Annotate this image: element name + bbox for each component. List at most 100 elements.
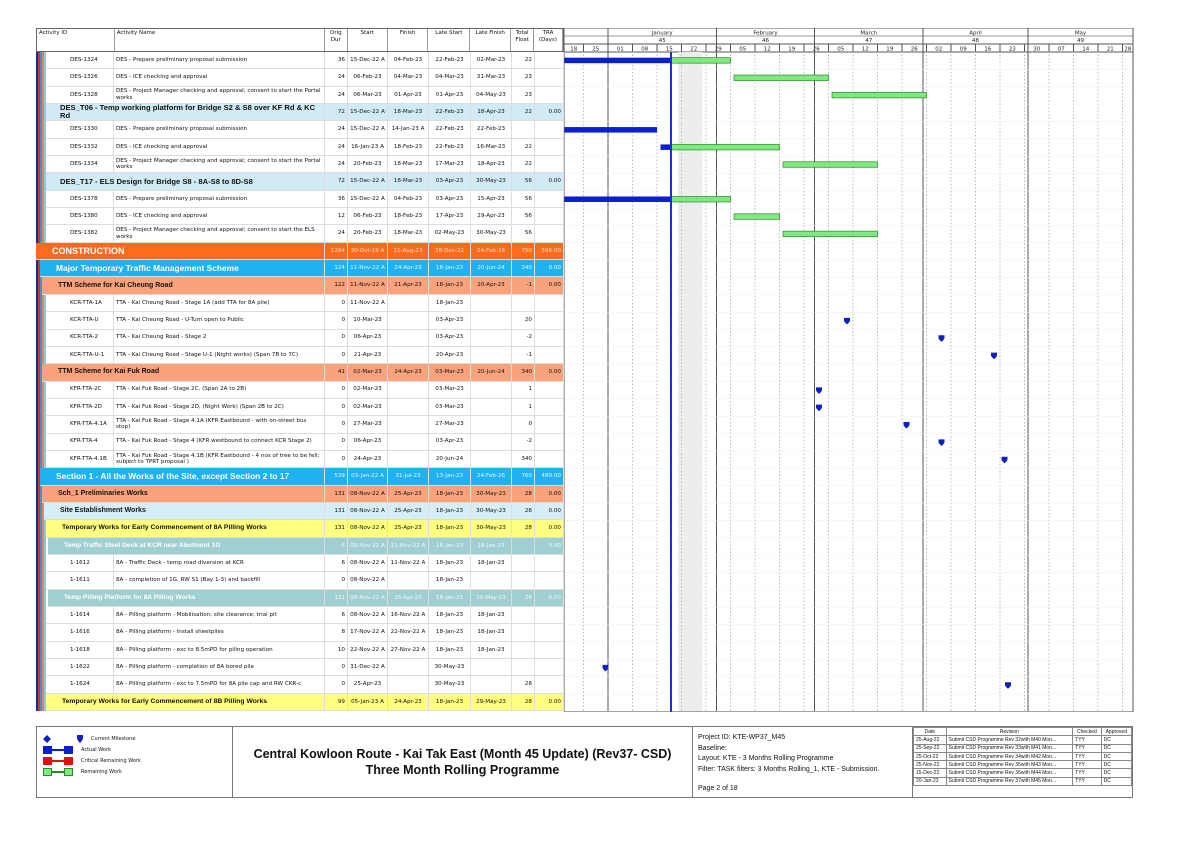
- wbs-row[interactable]: 72 15-Dec-22 A 18-Mar-23 03-Apr-23 30-May-23…: [46, 173, 564, 191]
- cell-dur: 24: [325, 86, 348, 104]
- milestone-icon: [602, 664, 609, 672]
- col-total-float[interactable]: Total Float: [511, 29, 535, 51]
- cell-finish: [388, 381, 429, 398]
- table-row[interactable]: KCR-TTA-U-1 TTA - Kai Cheung Road - Stage…: [46, 346, 564, 365]
- cell-lf: 22-Feb-23: [471, 121, 512, 138]
- title-line-1: Central Kowloon Route - Kai Tak East (Mo…: [253, 747, 672, 761]
- table-row[interactable]: DES-1328 DES - Project Manager checking a…: [46, 86, 564, 105]
- table-row[interactable]: DES-1332 DES - ICE checking and approval 2…: [46, 138, 564, 157]
- table-row[interactable]: 1-1624 8A - Pilling platform - exc to 7.5…: [46, 676, 564, 694]
- table-row[interactable]: KFR-TTA-2D TTA - Kai Fuk Road - Stage 2D,…: [46, 398, 564, 417]
- table-row[interactable]: DES-1380 DES - ICE checking and approval 1…: [46, 208, 564, 226]
- cell-tf: [512, 554, 535, 572]
- wbs-row[interactable]: 131 08-Nov-22 A 25-Apr-23 18-Jan-23 30-May-2…: [46, 520, 564, 538]
- col-late-start[interactable]: Late Start: [428, 29, 471, 51]
- wbs-row[interactable]: 1264 30-Oct-19 A 11-Aug-23 28-Dec-22 24-Feb-…: [36, 242, 564, 261]
- table-row[interactable]: 1-1618 8A - Pilling platform - exc to 8.5…: [46, 641, 564, 660]
- cell-tf: [512, 641, 535, 659]
- revision-cell: DC: [1100, 776, 1133, 787]
- cell-lf: 24-Feb-26: [471, 242, 512, 260]
- table-row[interactable]: 1-1612 8A - Traffic Deck - temp road dive…: [46, 554, 564, 573]
- cell-finish: [388, 312, 429, 329]
- milestone-icon: [816, 387, 822, 394]
- col-orig-dur[interactable]: Orig Dur: [325, 29, 348, 51]
- project-info: Project ID: KTE-WP37_M45 Baseline: Layou…: [693, 727, 913, 797]
- col-tra-days[interactable]: TRA (Days): [534, 29, 563, 51]
- table-row[interactable]: 1-1611 8A - completion of 1G, RW S1 (Bay …: [46, 572, 564, 590]
- cell-name: TTA - Kai Cheung Road - U-Turn open to P…: [114, 312, 325, 329]
- wbs-row[interactable]: 99 05-Jan-23 A 24-Apr-23 18-Jan-23 29-May-23…: [46, 693, 564, 712]
- revision-cell: 15-Dec-22: [913, 768, 947, 778]
- week-label: 09: [960, 47, 967, 53]
- wbs-row[interactable]: 6 08-Nov-22 A 11-Nov-22 A 18-Jan-23 18-Jan-2…: [48, 537, 564, 555]
- milestone-icon: [991, 352, 997, 360]
- table-row[interactable]: DES-1334 DES - Project Manager checking a…: [46, 156, 564, 174]
- cell-tf: 1: [512, 381, 535, 398]
- table-row[interactable]: KFR-TTA-2C TTA - Kai Fuk Road - Stage 2C,…: [46, 381, 564, 399]
- wbs-row[interactable]: 131 08-Nov-22 A 25-Apr-23 18-Jan-23 30-May-2…: [48, 589, 564, 607]
- revision-cell: 25-Oct-22: [913, 751, 947, 762]
- col-late-finish[interactable]: Late Finish: [470, 29, 512, 51]
- wbs-row[interactable]: 72 15-Dec-22 A 18-Mar-23 22-Feb-23 18-Apr-23…: [46, 104, 564, 122]
- col-start[interactable]: Start: [348, 29, 388, 51]
- wbs-row[interactable]: 41 02-Mar-23 24-Apr-23 03-Mar-23 20-Jun-24 34…: [42, 364, 564, 382]
- cell-dur: 24: [325, 138, 348, 156]
- wbs-row[interactable]: 131 08-Nov-22 A 25-Apr-23 18-Jan-23 30-May-2…: [44, 502, 564, 521]
- col-activity-id[interactable]: Activity ID: [37, 29, 115, 51]
- wbs-row[interactable]: 124 11-Nov-22 A 24-Apr-23 18-Jan-23 20-Jun-2…: [40, 260, 564, 278]
- cell-finish: 04-Mar-23: [388, 69, 429, 86]
- table-row[interactable]: DES-1330 DES - Prepare preliminary propos…: [46, 121, 564, 139]
- revision-cell: 20-Jan-23: [913, 776, 947, 787]
- cell-tra: [535, 450, 564, 468]
- table-row[interactable]: DES-1326 DES - ICE checking and approval 2…: [46, 69, 564, 87]
- cell-start: 25-Apr-23: [348, 676, 388, 693]
- cell-tf: -1: [512, 346, 535, 364]
- remaining-bar: [670, 144, 780, 151]
- table-row[interactable]: DES-1378 DES - Prepare preliminary propos…: [46, 190, 564, 209]
- table-row[interactable]: DES-1382 DES - Project Manager checking a…: [46, 225, 564, 243]
- cell-dur: 124: [325, 260, 348, 277]
- remaining-work-icon: [43, 767, 73, 776]
- table-row[interactable]: KCR-TTA-1A TTA - Kai Cheung Road - Stage …: [46, 294, 564, 313]
- table-row[interactable]: 1-1622 8A - Pilling platform - completion…: [46, 659, 564, 677]
- cell-finish: 04-Feb-23: [388, 52, 429, 69]
- cell-ls: 28-Dec-22: [429, 242, 471, 260]
- table-row[interactable]: 1-1616 8A - Pilling platform - Install sh…: [46, 624, 564, 642]
- cell-name: [114, 242, 325, 260]
- legend-label: Critical Remaining Work: [81, 757, 141, 764]
- cell-name: TTA - Kai Fuk Road - Stage 2D, (Night Wo…: [114, 398, 325, 416]
- cell-finish: 14-Jan-23 A: [388, 121, 429, 138]
- footer: Current Milestone Actual Work Critical R…: [36, 726, 1133, 798]
- month-number: 46: [762, 38, 769, 44]
- table-row[interactable]: 1-1614 8A - Pilling platform - Mobilisati…: [46, 607, 564, 625]
- critical-work-icon: [43, 756, 73, 765]
- cell-finish: 24-Apr-23: [388, 693, 429, 711]
- table-row[interactable]: KCR-TTA-2 TTA - Kai Cheung Road - Stage 2…: [46, 329, 564, 347]
- wbs-row[interactable]: 131 08-Nov-22 A 25-Apr-23 18-Jan-23 30-May-2…: [42, 485, 564, 503]
- cell-finish: 25-Apr-23: [388, 502, 429, 520]
- table-row[interactable]: KFR-TTA-4 TTA - Kai Fuk Road - Stage 4 (K…: [46, 433, 564, 451]
- cell-ls: 04-Mar-23: [429, 69, 471, 86]
- table-row[interactable]: KFR-TTA-4.1A TTA - Kai Fuk Road - Stage 4…: [46, 416, 564, 434]
- wbs-row[interactable]: 122 11-Nov-22 A 21-Apr-23 18-Jan-23 20-Apr-2…: [42, 277, 564, 295]
- cell-lf: 31-Mar-23: [471, 69, 512, 86]
- week-label: 19: [886, 47, 893, 53]
- table-row[interactable]: DES-1324 DES - Prepare preliminary propos…: [46, 52, 564, 70]
- cell-tf: -2: [512, 433, 535, 450]
- cell-ls: 22-Feb-23: [429, 121, 471, 138]
- col-finish[interactable]: Finish: [388, 29, 429, 51]
- col-activity-name[interactable]: Activity Name: [115, 29, 325, 51]
- table-row[interactable]: KFR-TTA-4.1B TTA - Kai Fuk Road - Stage 4…: [46, 450, 564, 469]
- cell-finish: [388, 346, 429, 364]
- cell-finish: 18-Feb-23: [388, 208, 429, 225]
- cell-dur: 72: [325, 173, 348, 190]
- table-row[interactable]: KCR-TTA-U TTA - Kai Cheung Road - U-Turn …: [46, 312, 564, 330]
- wbs-row[interactable]: 539 03-Jan-22 A 31-Jul-23 13-Jan-23 24-Feb-2…: [40, 468, 564, 486]
- revision-cell: Submit CSD Programme Rev 37with M45 Mon.…: [945, 776, 1074, 787]
- cell-ls: 18-Jan-23: [429, 520, 471, 537]
- cell-id: DES-1334: [46, 156, 114, 173]
- cell-tf: -1: [512, 277, 535, 294]
- cell-tf: 28: [512, 485, 535, 502]
- week-label: 22: [690, 47, 697, 53]
- cell-id: 1-1611: [46, 572, 114, 589]
